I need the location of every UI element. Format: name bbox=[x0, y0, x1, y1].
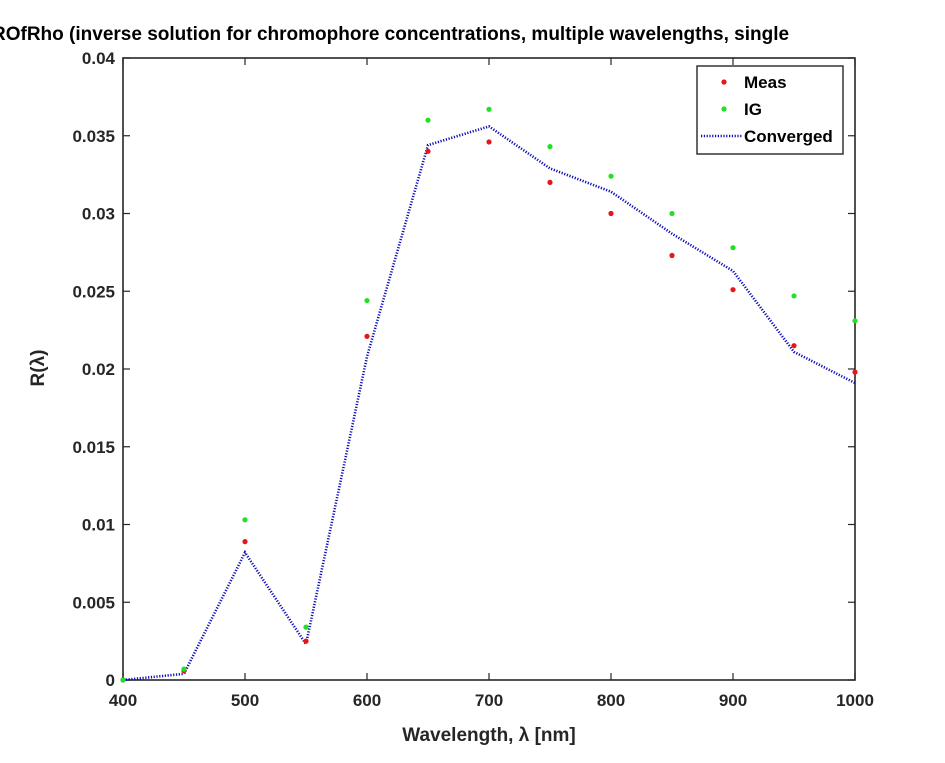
x-tick-label: 900 bbox=[719, 691, 747, 710]
legend-box bbox=[696, 65, 844, 155]
series-meas-point bbox=[242, 539, 248, 545]
y-tick-label: 0.03 bbox=[82, 205, 115, 224]
series-meas-point bbox=[730, 287, 736, 293]
series-meas-point bbox=[486, 139, 492, 145]
series-converged-line bbox=[122, 124, 856, 682]
series-ig-point bbox=[791, 293, 797, 299]
series-meas-point bbox=[364, 333, 370, 339]
series-ig-point bbox=[425, 117, 431, 123]
x-tick-label: 700 bbox=[475, 691, 503, 710]
series-ig-point bbox=[852, 318, 858, 324]
series-ig-point bbox=[486, 106, 492, 112]
chart-title: ROfRho (inverse solution for chromophore… bbox=[0, 24, 789, 45]
x-tick-label: 800 bbox=[597, 691, 625, 710]
x-tick-label: 400 bbox=[109, 691, 137, 710]
series-ig-point bbox=[120, 677, 126, 683]
series-meas-point bbox=[608, 210, 614, 217]
series-ig-point bbox=[242, 517, 248, 523]
legend-label-meas: Meas bbox=[744, 73, 787, 92]
plot-area: 400 500 600 700 800 900 1000 0 0.005 0.01 0.015 0.0… bbox=[72, 49, 873, 710]
series-ig-point bbox=[547, 144, 553, 150]
y-tick-label: 0.005 bbox=[72, 593, 115, 612]
y-tick-label: 0.025 bbox=[72, 282, 115, 301]
x-tick-label: 500 bbox=[231, 691, 259, 710]
y-tick-label: 0.015 bbox=[72, 438, 115, 457]
y-tick-label: 0.01 bbox=[82, 516, 115, 535]
y-tick-label: 0.035 bbox=[72, 127, 115, 146]
series-ig-point bbox=[669, 210, 675, 217]
y-tick-label: 0.04 bbox=[82, 49, 116, 68]
series-meas-point bbox=[791, 343, 797, 349]
series-meas-point bbox=[425, 148, 431, 154]
y-tick-label: 0 bbox=[106, 671, 115, 690]
series-meas-point bbox=[852, 369, 858, 375]
series-ig-point bbox=[364, 297, 370, 304]
series-meas-point bbox=[547, 179, 553, 185]
legend-marker-ig bbox=[721, 106, 727, 112]
series-meas-point bbox=[303, 638, 309, 644]
series-ig-point bbox=[608, 173, 614, 179]
series-meas-point bbox=[669, 252, 675, 259]
legend-label-converged: Converged bbox=[744, 127, 833, 146]
series-ig-point bbox=[181, 666, 187, 672]
x-axis-title: Wavelength, λ [nm] bbox=[402, 725, 575, 746]
x-tick-label: 1000 bbox=[836, 691, 874, 710]
legend: Meas IG Converged bbox=[696, 65, 844, 155]
legend-label-ig: IG bbox=[744, 100, 762, 119]
series-ig-point bbox=[303, 624, 309, 630]
x-tick-label: 600 bbox=[353, 691, 381, 710]
y-axis-title: R(λ) bbox=[28, 350, 49, 387]
y-tick-label: 0.02 bbox=[82, 360, 115, 379]
series-ig-point bbox=[730, 245, 736, 251]
legend-marker-meas bbox=[721, 79, 727, 85]
